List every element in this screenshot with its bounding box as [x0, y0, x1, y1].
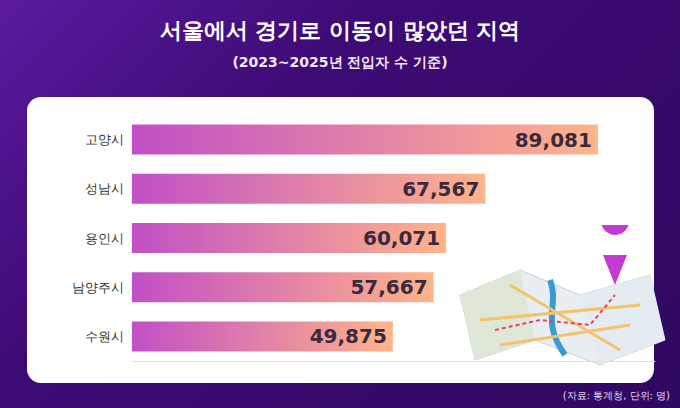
svg-text:성남시: 성남시	[85, 181, 124, 196]
svg-text:89,081: 89,081	[515, 128, 592, 152]
svg-text:수원시: 수원시	[85, 329, 124, 344]
svg-text:(2023~2025년 전입자 수 기준): (2023~2025년 전입자 수 기준)	[232, 54, 447, 70]
svg-text:60,071: 60,071	[363, 226, 440, 250]
svg-text:서울에서 경기로 이동이 많았던 지역: 서울에서 경기로 이동이 많았던 지역	[160, 18, 521, 43]
svg-text:49,875: 49,875	[310, 324, 387, 348]
svg-text:67,567: 67,567	[402, 177, 479, 201]
svg-text:고양시: 고양시	[85, 132, 124, 147]
svg-text:남양주시: 남양주시	[72, 280, 124, 295]
svg-text:57,667: 57,667	[350, 275, 427, 299]
svg-text:용인시: 용인시	[85, 231, 124, 246]
svg-text:(자료: 통계청, 단위: 명): (자료: 통계청, 단위: 명)	[563, 390, 670, 401]
